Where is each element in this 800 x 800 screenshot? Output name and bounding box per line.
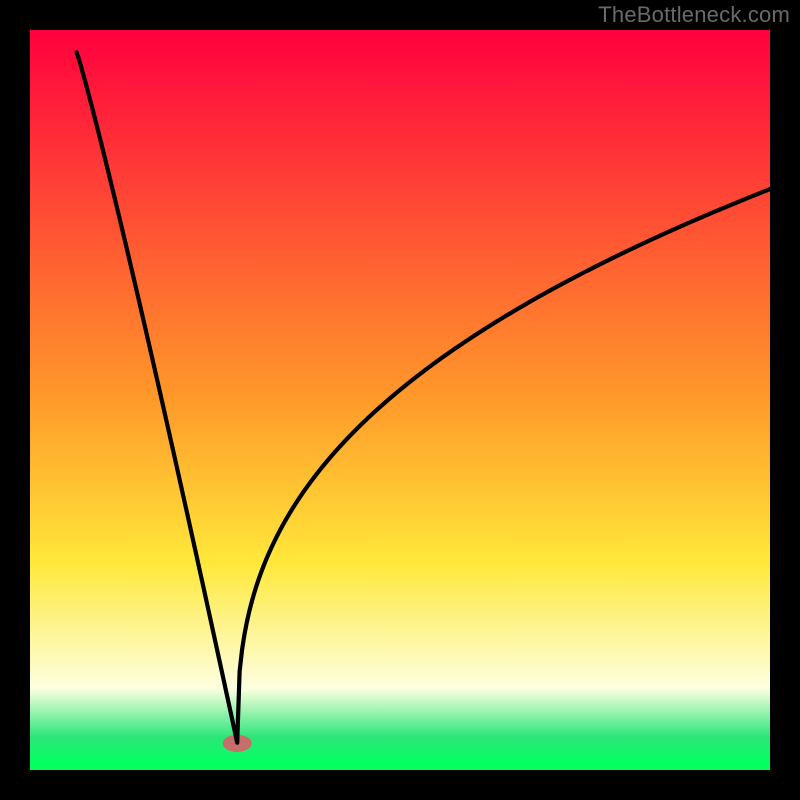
chart-plot-area — [30, 30, 770, 770]
watermark-text: TheBottleneck.com — [598, 2, 790, 28]
chart-frame: TheBottleneck.com — [0, 0, 800, 800]
bottleneck-chart — [0, 0, 800, 800]
